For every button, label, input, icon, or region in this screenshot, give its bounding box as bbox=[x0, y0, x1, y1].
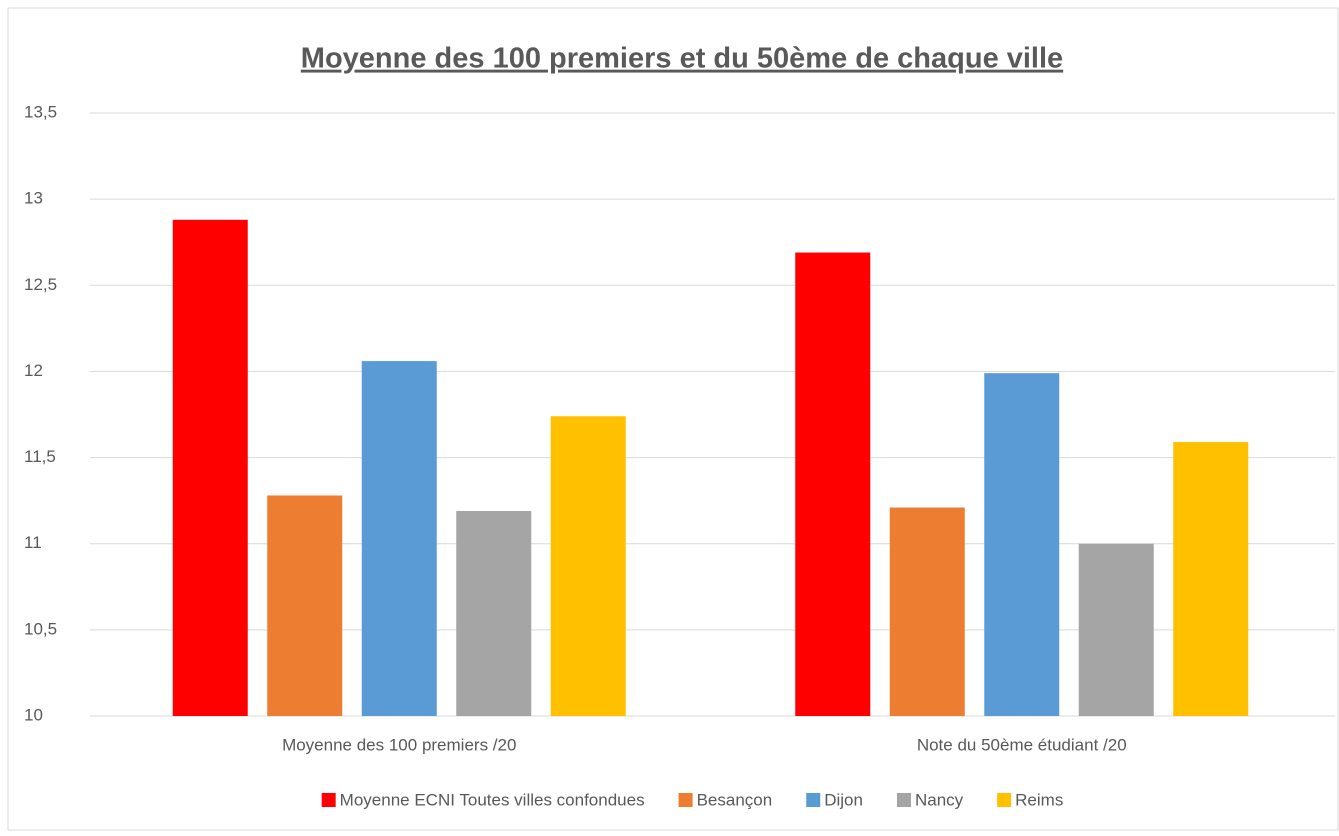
bar bbox=[550, 416, 626, 716]
y-tick-label: 11 bbox=[24, 533, 42, 552]
legend-swatch bbox=[806, 793, 821, 807]
legend-label: Nancy bbox=[915, 790, 964, 809]
y-tick-label: 11,5 bbox=[24, 447, 56, 466]
bar bbox=[267, 495, 343, 716]
legend-swatch bbox=[896, 793, 911, 807]
legend-swatch bbox=[321, 793, 336, 807]
y-tick-label: 10,5 bbox=[24, 619, 57, 638]
legend-label: Reims bbox=[1015, 790, 1063, 809]
x-tick-label: Note du 50ème étudiant /20 bbox=[917, 735, 1127, 754]
legend-label: Dijon bbox=[824, 790, 863, 809]
bar bbox=[889, 507, 965, 716]
y-tick-label: 13 bbox=[24, 189, 43, 208]
bar bbox=[361, 361, 437, 716]
bar bbox=[456, 510, 532, 716]
bar bbox=[1173, 442, 1249, 716]
legend-label: Moyenne ECNI Toutes villes confondues bbox=[340, 790, 645, 809]
y-tick-label: 13,5 bbox=[24, 102, 57, 121]
y-tick-label: 12,5 bbox=[24, 275, 57, 294]
legend-swatch bbox=[678, 793, 693, 807]
x-tick-label: Moyenne des 100 premiers /20 bbox=[282, 735, 516, 754]
bar bbox=[984, 373, 1060, 716]
legend-swatch bbox=[997, 793, 1012, 807]
bar bbox=[1078, 543, 1154, 716]
chart-title: Moyenne des 100 premiers et du 50ème de … bbox=[301, 43, 1063, 75]
bar bbox=[172, 219, 248, 716]
bar bbox=[795, 252, 871, 716]
y-tick-label: 10 bbox=[24, 705, 43, 724]
legend-label: Besançon bbox=[697, 790, 773, 809]
y-tick-label: 12 bbox=[24, 361, 43, 380]
